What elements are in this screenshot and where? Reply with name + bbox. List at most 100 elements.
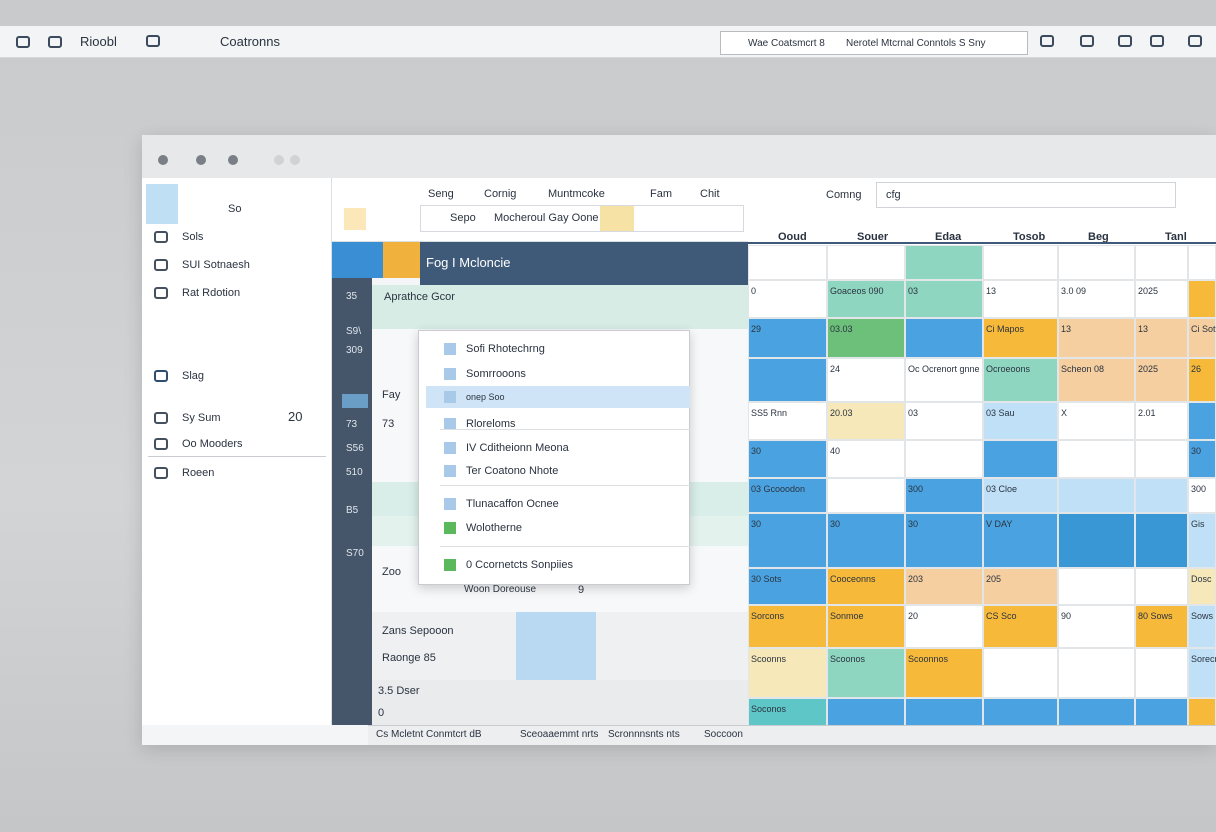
calendar-cell[interactable] xyxy=(748,402,827,440)
calendar-cell[interactable] xyxy=(905,698,983,730)
calendar-cell[interactable] xyxy=(748,605,827,648)
calendar-cell[interactable] xyxy=(1058,245,1135,280)
calendar-cell[interactable] xyxy=(983,318,1058,358)
sidebar-item[interactable]: Oo Mooders xyxy=(182,438,243,450)
calendar-cell[interactable] xyxy=(748,513,827,568)
sidebar-item[interactable]: Slag xyxy=(182,370,205,382)
menu-item[interactable]: Tlunacaffon Ocnee xyxy=(466,498,559,510)
calendar-cell[interactable] xyxy=(1135,358,1188,402)
sidebar-item[interactable]: Sols xyxy=(182,231,204,243)
sidebar-item[interactable]: Sy Sum xyxy=(182,412,221,424)
calendar-cell[interactable] xyxy=(827,402,905,440)
tool-button[interactable] xyxy=(600,206,634,231)
calendar-cell[interactable] xyxy=(827,280,905,318)
calendar-cell[interactable] xyxy=(905,605,983,648)
toolbar-tab[interactable]: Chit xyxy=(700,188,720,200)
calendar-cell[interactable] xyxy=(983,440,1058,478)
menu-selected[interactable] xyxy=(426,386,690,408)
sidebar-item[interactable]: Roeen xyxy=(182,467,215,479)
sidebar-item[interactable]: SUI Sotnaesh xyxy=(182,259,250,271)
tool-button[interactable] xyxy=(344,208,366,230)
calendar-cell[interactable] xyxy=(748,358,827,402)
window-button[interactable] xyxy=(228,155,238,165)
calendar-cell[interactable] xyxy=(1058,402,1135,440)
calendar-cell[interactable] xyxy=(1135,280,1188,318)
calendar-cell[interactable] xyxy=(983,402,1058,440)
calendar-cell[interactable] xyxy=(1135,402,1188,440)
search-box[interactable] xyxy=(720,31,1028,55)
view-label[interactable]: Comng xyxy=(826,189,862,201)
calendar-cell[interactable] xyxy=(1058,440,1135,478)
calendar-cell[interactable] xyxy=(983,245,1058,280)
menu-item[interactable]: Wolotherne xyxy=(466,522,523,534)
calendar-cell[interactable] xyxy=(827,513,905,568)
calendar-cell[interactable] xyxy=(983,568,1058,605)
toolbar-tab[interactable]: Muntmcoke xyxy=(548,188,605,200)
calendar-cell[interactable] xyxy=(1188,478,1216,513)
calendar-cell[interactable] xyxy=(748,568,827,605)
calendar-cell[interactable] xyxy=(983,280,1058,318)
calendar-cell[interactable] xyxy=(1135,245,1188,280)
calendar-cell[interactable] xyxy=(1188,280,1216,318)
calendar-cell[interactable] xyxy=(1188,402,1216,440)
toolbar-tab[interactable]: Cornig xyxy=(484,188,517,200)
calendar-cell[interactable] xyxy=(1188,245,1216,280)
calendar-cell[interactable] xyxy=(748,245,827,280)
window-button[interactable] xyxy=(274,155,284,165)
calendar-cell[interactable] xyxy=(1188,513,1216,568)
filter-box[interactable] xyxy=(876,182,1176,208)
calendar-cell[interactable] xyxy=(905,402,983,440)
calendar-cell[interactable] xyxy=(1135,568,1188,605)
calendar-cell[interactable] xyxy=(827,358,905,402)
calendar-cell[interactable] xyxy=(983,605,1058,648)
calendar-cell[interactable] xyxy=(1058,318,1135,358)
calendar-cell[interactable] xyxy=(983,478,1058,513)
calendar-cell[interactable] xyxy=(748,318,827,358)
calendar-cell[interactable] xyxy=(905,280,983,318)
calendar-cell[interactable] xyxy=(1135,605,1188,648)
toolbar-tab[interactable]: Seng xyxy=(428,188,454,200)
calendar-cell[interactable] xyxy=(1135,440,1188,478)
calendar-cell[interactable] xyxy=(905,568,983,605)
calendar-cell[interactable] xyxy=(983,513,1058,568)
calendar-cell[interactable] xyxy=(1135,648,1188,698)
calendar-cell[interactable] xyxy=(1135,318,1188,358)
calendar-cell[interactable] xyxy=(1135,698,1188,730)
calendar-cell[interactable] xyxy=(827,318,905,358)
menu-item[interactable]: Ter Coatono Nhote xyxy=(466,465,559,477)
calendar-cell[interactable] xyxy=(905,245,983,280)
toolbar-item[interactable]: Sepo xyxy=(450,212,476,224)
sidebar-selected[interactable] xyxy=(146,184,178,224)
calendar-cell[interactable] xyxy=(905,478,983,513)
calendar-cell[interactable] xyxy=(1058,648,1135,698)
menu-item[interactable]: Sofi Rhotechrng xyxy=(466,343,545,355)
menu-item[interactable]: Somrrooons xyxy=(466,368,526,380)
menu-item[interactable]: 0 Ccornetcts Sonpiies xyxy=(466,559,573,571)
calendar-cell[interactable] xyxy=(905,440,983,478)
calendar-cell[interactable] xyxy=(827,605,905,648)
calendar-cell[interactable] xyxy=(1058,605,1135,648)
calendar-cell[interactable] xyxy=(905,318,983,358)
window-button[interactable] xyxy=(158,155,168,165)
calendar-cell[interactable] xyxy=(748,648,827,698)
menu-item[interactable]: onep Soo xyxy=(466,392,505,402)
calendar-cell[interactable] xyxy=(905,648,983,698)
calendar-cell[interactable] xyxy=(1058,358,1135,402)
calendar-cell[interactable] xyxy=(905,513,983,568)
calendar-cell[interactable] xyxy=(748,440,827,478)
toolbar-item[interactable]: Mocheroul Gay Oone xyxy=(494,212,599,224)
calendar-cell[interactable] xyxy=(1058,478,1135,513)
calendar-cell[interactable] xyxy=(1058,513,1135,568)
calendar-cell[interactable] xyxy=(748,478,827,513)
window-button[interactable] xyxy=(196,155,206,165)
sidebar-item[interactable]: Rat Rdotion xyxy=(182,287,241,299)
calendar-cell[interactable] xyxy=(1058,568,1135,605)
calendar-cell[interactable] xyxy=(827,648,905,698)
calendar-cell[interactable] xyxy=(1058,280,1135,318)
calendar-cell[interactable] xyxy=(983,648,1058,698)
calendar-cell[interactable] xyxy=(827,568,905,605)
calendar-cell[interactable] xyxy=(827,478,905,513)
window-button[interactable] xyxy=(290,155,300,165)
calendar-cell[interactable] xyxy=(748,698,827,730)
menu-item[interactable]: IV Cditheionn Meona xyxy=(466,442,569,454)
